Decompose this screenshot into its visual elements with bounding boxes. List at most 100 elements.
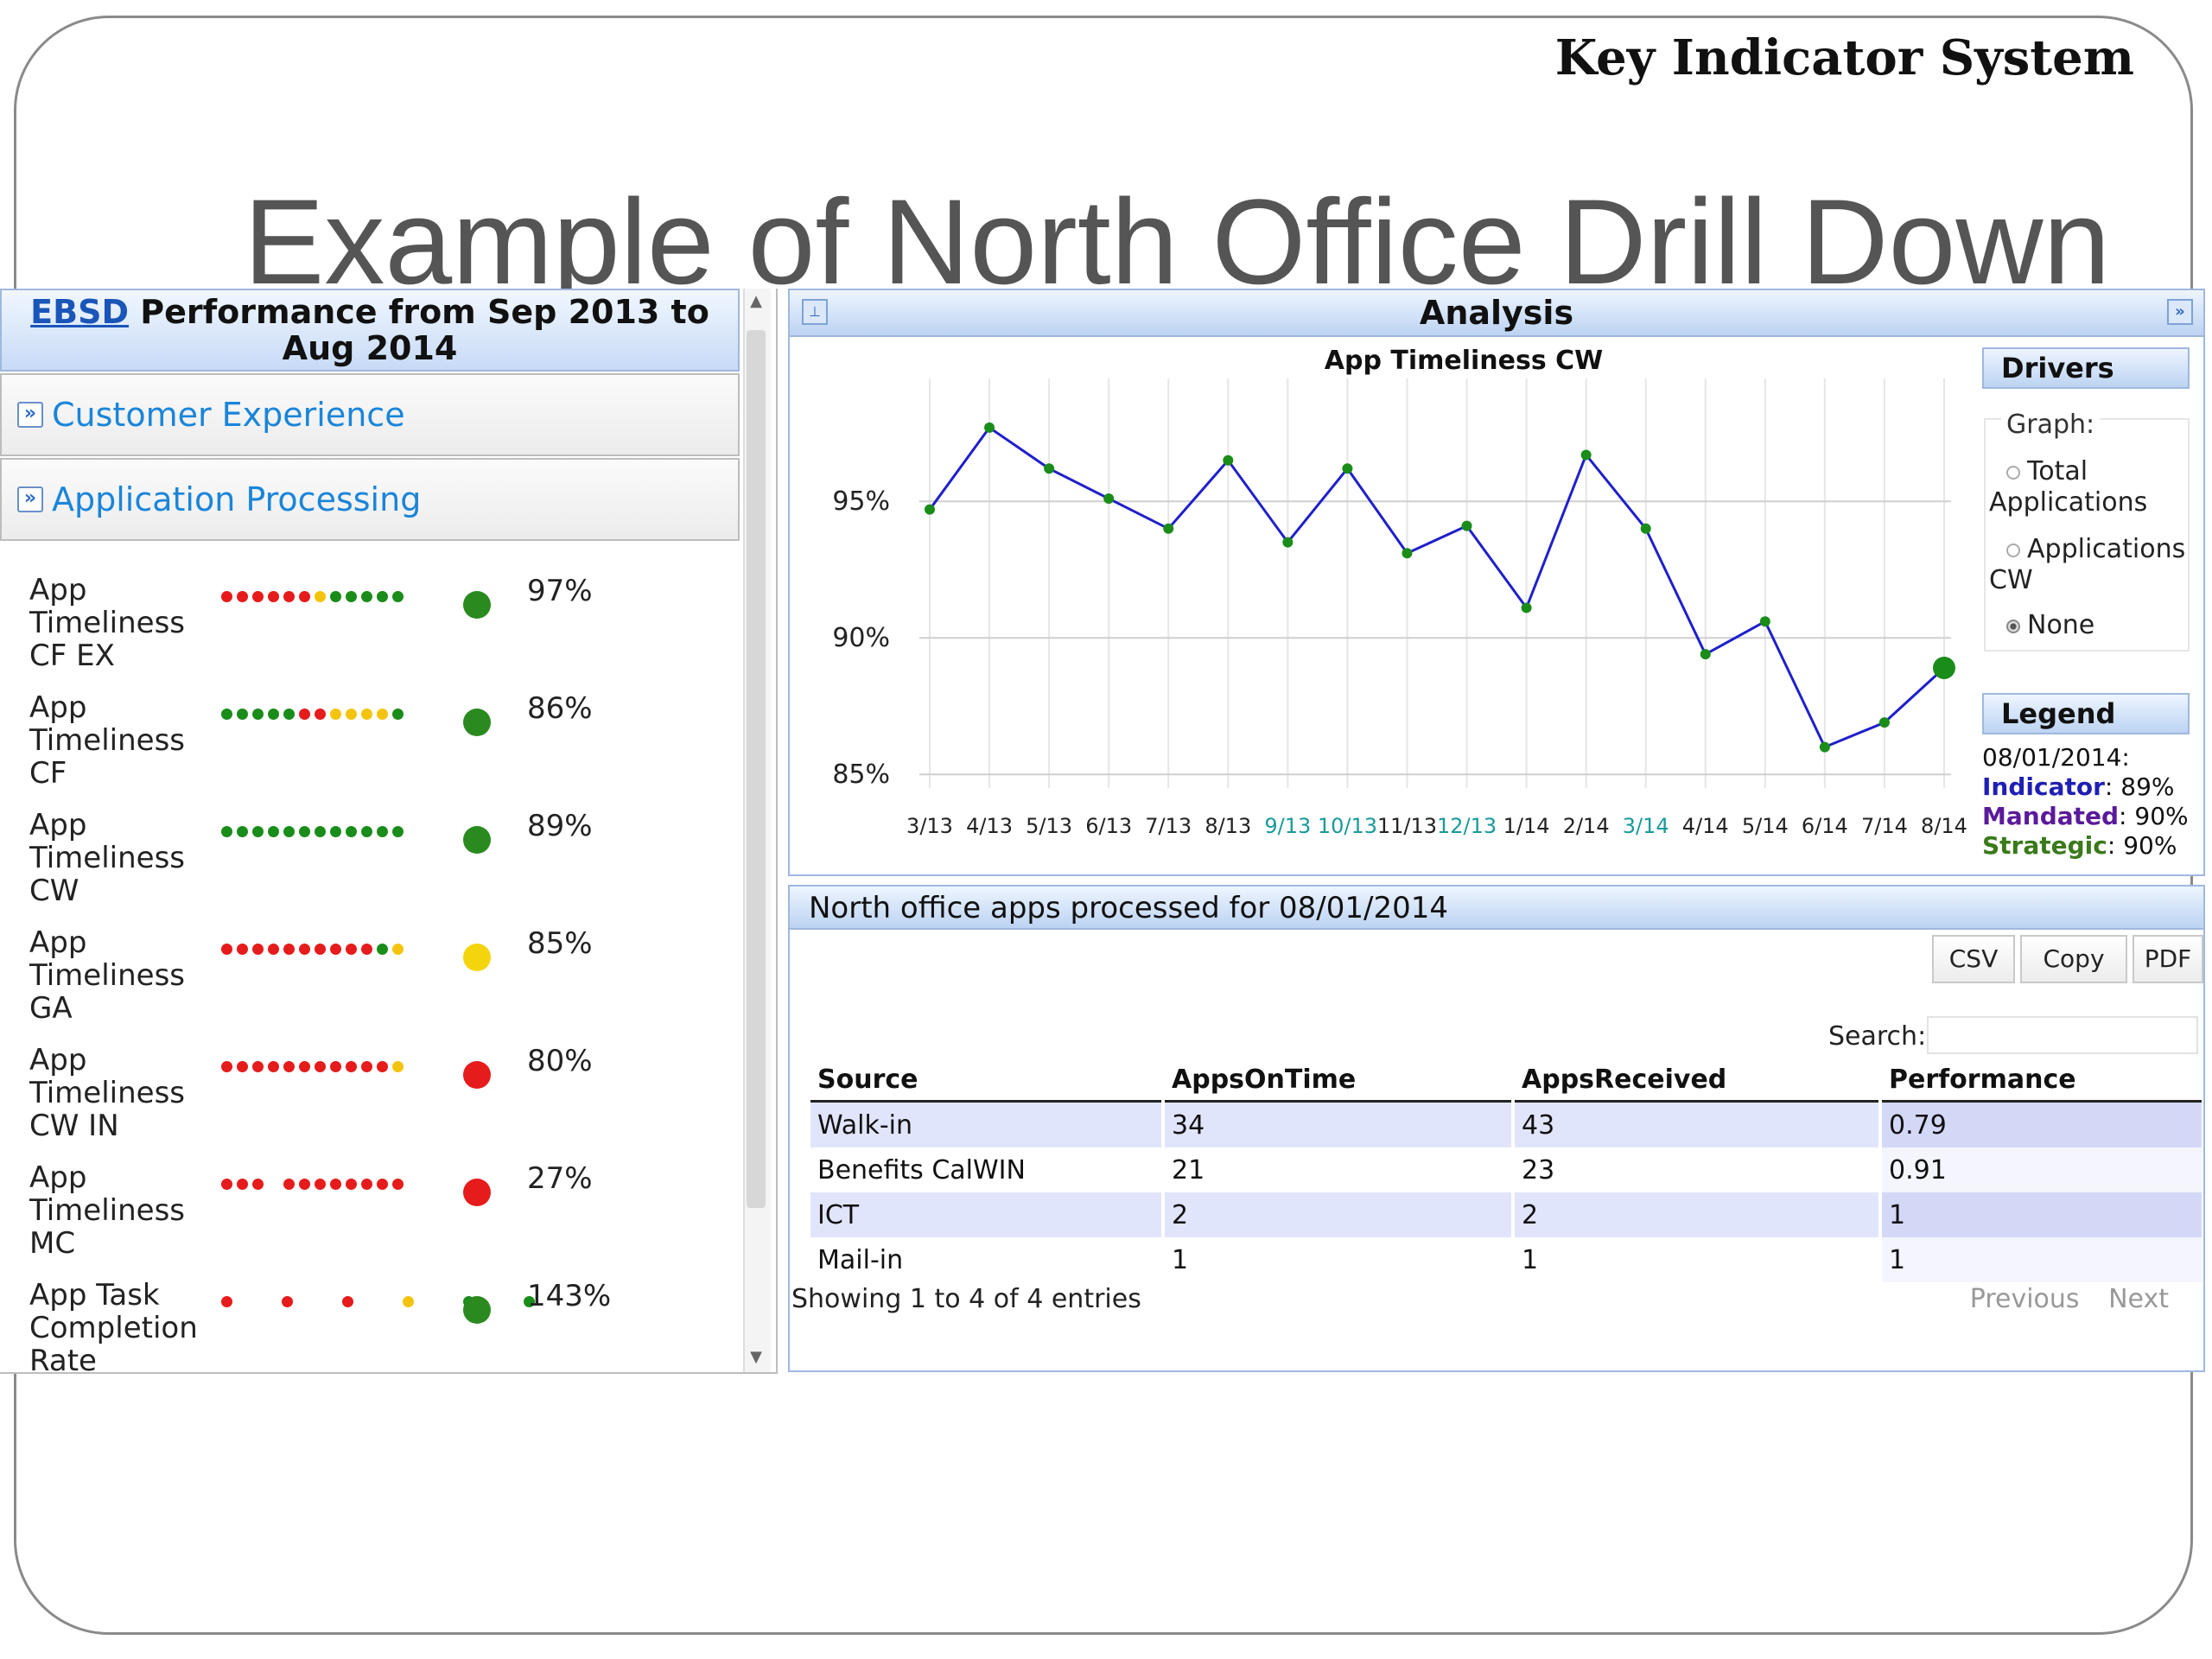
- expand-icon[interactable]: »: [2167, 299, 2193, 325]
- x-tick-label: 6/13: [1085, 814, 1132, 838]
- trend-dot: [268, 1061, 279, 1072]
- legend-indicator-label: Indicator: [1982, 772, 2105, 801]
- chevron-right-icon[interactable]: »: [17, 402, 43, 428]
- column-header-source[interactable]: Source: [810, 1059, 1161, 1103]
- column-header-performance[interactable]: Performance: [1882, 1059, 2202, 1103]
- trend-dot: [392, 709, 404, 720]
- csv-button[interactable]: CSV: [1932, 935, 2015, 983]
- pdf-button[interactable]: PDF: [2133, 935, 2203, 983]
- radio-applications-cw[interactable]: Applications CW: [1989, 534, 2190, 596]
- copy-button[interactable]: Copy: [2020, 935, 2127, 983]
- table-info: Showing 1 to 4 of 4 entries: [791, 1284, 1141, 1314]
- trend-dot: [237, 1179, 248, 1190]
- x-tick-label: 3/13: [906, 814, 953, 838]
- table-cell: 1: [1522, 1244, 1539, 1275]
- legend-indicator-value: : 89%: [2104, 772, 2175, 801]
- apps-processed-header: North office apps processed for 08/01/20…: [790, 887, 2203, 930]
- indicator-row[interactable]: App Timeliness CW 89%: [29, 809, 738, 921]
- radio-total-applications[interactable]: Total Applications: [1989, 456, 2190, 518]
- trend-dot: [346, 944, 357, 955]
- trend-dot: [252, 709, 264, 720]
- previous-button[interactable]: Previous: [1969, 1284, 2080, 1314]
- table-cell: 21: [1172, 1154, 1205, 1185]
- chart-title: App Timeliness CW: [1324, 346, 1604, 376]
- radio-none[interactable]: None: [1989, 610, 2190, 641]
- indicator-row[interactable]: App Timeliness GA 85%: [29, 926, 738, 1039]
- ebsd-link[interactable]: EBSD: [30, 293, 129, 331]
- indicator-value: 80%: [527, 1044, 593, 1078]
- trend-dot: [268, 1179, 279, 1190]
- trend-dot: [330, 709, 341, 720]
- table-row[interactable]: Benefits CalWIN 21 23 0.91: [810, 1147, 2202, 1192]
- trend-dot: [493, 1296, 505, 1307]
- drivers-header[interactable]: Drivers: [1982, 347, 2190, 389]
- trend-dot: [221, 591, 232, 602]
- table-cell: 1: [1882, 1237, 2202, 1282]
- scroll-down-icon[interactable]: ▼: [750, 1348, 762, 1366]
- x-tick-label: 4/13: [966, 814, 1013, 838]
- radio-button[interactable]: [2006, 465, 2020, 480]
- x-tick-label: 1/14: [1503, 814, 1550, 838]
- data-point: [1402, 548, 1413, 559]
- column-header-appsreceived[interactable]: AppsReceived: [1515, 1059, 1878, 1103]
- indicator-row[interactable]: App Timeliness CF EX 97%: [29, 574, 738, 686]
- trend-dot: [283, 1061, 295, 1072]
- scroll-up-icon[interactable]: ▲: [750, 292, 762, 310]
- trend-dot: [330, 826, 341, 837]
- legend-mandated-value: : 90%: [2119, 802, 2189, 830]
- indicator-name: App Task Completion Rate: [29, 1278, 198, 1374]
- x-tick-label: 8/14: [1921, 814, 1967, 838]
- indicator-row[interactable]: App Timeliness CW IN 80%: [29, 1044, 738, 1156]
- trend-dot: [392, 1061, 404, 1072]
- radio-button[interactable]: [2006, 619, 2020, 633]
- trend-dots: [221, 709, 404, 720]
- x-tick-label: 2/14: [1563, 814, 1610, 838]
- table-row[interactable]: ICT 2 2 1: [810, 1192, 2202, 1237]
- trend-dot: [221, 944, 232, 955]
- pagination: Previous Next: [1949, 1284, 2169, 1314]
- table-cell: 1: [1172, 1244, 1189, 1275]
- pin-icon[interactable]: ⊥: [802, 299, 828, 325]
- indicator-row[interactable]: App Timeliness CF 86%: [29, 691, 738, 804]
- trend-dot: [315, 826, 326, 837]
- trend-dot: [268, 826, 279, 837]
- legend-header[interactable]: Legend: [1982, 693, 2190, 734]
- table-cell: Mail-in: [817, 1244, 904, 1275]
- table-cell: 23: [1522, 1154, 1555, 1185]
- next-button[interactable]: Next: [2108, 1284, 2169, 1314]
- table-row[interactable]: Mail-in 1 1 1: [810, 1237, 2202, 1282]
- indicator-row[interactable]: App Task Completion Rate 143%: [29, 1278, 738, 1374]
- trend-dots: [221, 1061, 404, 1072]
- indicator-name: App Timeliness CF EX: [29, 573, 185, 673]
- analysis-panel: Analysis ⊥ » App Timeliness CW 85% 90% 95%…: [788, 289, 2205, 876]
- chevron-down-icon[interactable]: »: [17, 486, 43, 512]
- indicator-name: App Timeliness CW IN: [29, 1043, 185, 1143]
- slide-title: Example of North Office Drill Down: [244, 174, 2111, 309]
- data-point: [1933, 656, 1955, 679]
- table-row[interactable]: Walk-in 34 43 0.79: [810, 1103, 2202, 1147]
- data-point: [1521, 602, 1532, 613]
- performance-header-text: Performance from Sep 2013 to Aug 2014: [129, 293, 709, 367]
- trend-dot: [346, 709, 357, 720]
- radio-button[interactable]: [2006, 543, 2020, 557]
- trend-dot: [315, 1061, 326, 1072]
- indicator-value: 86%: [527, 691, 593, 726]
- table-cell: ICT: [810, 1192, 1161, 1237]
- legend-strategic: Strategic: 90%: [1982, 831, 2177, 861]
- trend-dot: [221, 1179, 232, 1190]
- x-tick-label: 9/13: [1264, 814, 1311, 838]
- scrollbar-thumb[interactable]: [747, 330, 766, 1208]
- search-input[interactable]: [1927, 1016, 2198, 1054]
- column-header-appsontime[interactable]: AppsOnTime: [1165, 1059, 1511, 1103]
- section-application-processing[interactable]: » Application Processing: [0, 458, 740, 541]
- section-label: Customer Experience: [52, 396, 405, 434]
- indicator-row[interactable]: App Timeliness MC 27%: [29, 1161, 738, 1274]
- trend-dot: [251, 1296, 263, 1307]
- trend-dot: [361, 1179, 372, 1190]
- trend-dot: [361, 709, 372, 720]
- status-indicator-dot: [463, 1179, 491, 1206]
- section-customer-experience[interactable]: » Customer Experience: [0, 373, 740, 456]
- performance-panel: EBSD Performance from Sep 2013 to Aug 20…: [0, 289, 778, 1374]
- trend-dot: [361, 591, 372, 602]
- data-point: [984, 422, 995, 433]
